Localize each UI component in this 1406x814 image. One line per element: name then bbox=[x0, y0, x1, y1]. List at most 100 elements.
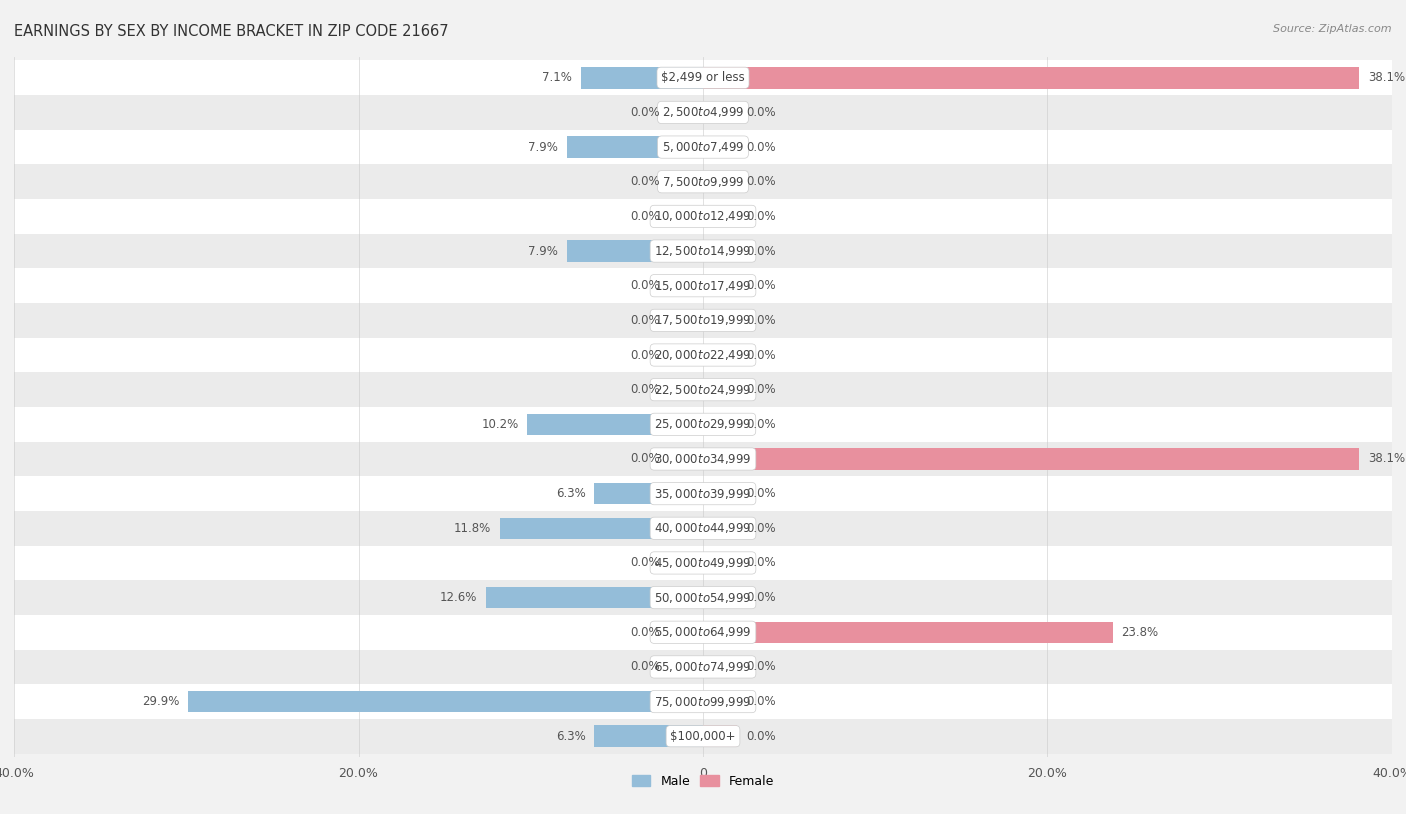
Text: $75,000 to $99,999: $75,000 to $99,999 bbox=[654, 694, 752, 708]
Text: 0.0%: 0.0% bbox=[747, 487, 776, 500]
Bar bbox=[595, 725, 703, 747]
Bar bbox=[14, 338, 1392, 372]
Text: 7.9%: 7.9% bbox=[529, 244, 558, 257]
Bar bbox=[14, 303, 1392, 338]
Bar bbox=[14, 269, 1392, 303]
Text: 10.2%: 10.2% bbox=[481, 418, 519, 431]
Text: 0.0%: 0.0% bbox=[630, 626, 659, 639]
Text: 0.0%: 0.0% bbox=[747, 557, 776, 570]
Text: 0.0%: 0.0% bbox=[747, 591, 776, 604]
Text: $2,499 or less: $2,499 or less bbox=[661, 72, 745, 85]
Text: 6.3%: 6.3% bbox=[557, 487, 586, 500]
Bar bbox=[703, 483, 738, 505]
Bar bbox=[669, 449, 703, 470]
Text: 0.0%: 0.0% bbox=[630, 348, 659, 361]
Text: $35,000 to $39,999: $35,000 to $39,999 bbox=[654, 487, 752, 501]
Bar bbox=[14, 372, 1392, 407]
Text: 7.1%: 7.1% bbox=[543, 72, 572, 85]
Text: $22,500 to $24,999: $22,500 to $24,999 bbox=[654, 383, 752, 396]
Text: 7.9%: 7.9% bbox=[529, 141, 558, 154]
Bar bbox=[14, 164, 1392, 199]
Bar bbox=[703, 309, 738, 331]
Text: EARNINGS BY SEX BY INCOME BRACKET IN ZIP CODE 21667: EARNINGS BY SEX BY INCOME BRACKET IN ZIP… bbox=[14, 24, 449, 39]
Bar bbox=[14, 129, 1392, 164]
Text: 0.0%: 0.0% bbox=[747, 383, 776, 396]
Text: 38.1%: 38.1% bbox=[1368, 72, 1405, 85]
Bar bbox=[669, 171, 703, 192]
Bar bbox=[703, 344, 738, 365]
Legend: Male, Female: Male, Female bbox=[627, 770, 779, 793]
Text: 0.0%: 0.0% bbox=[747, 660, 776, 673]
Bar bbox=[14, 95, 1392, 129]
Text: $7,500 to $9,999: $7,500 to $9,999 bbox=[662, 175, 744, 189]
Text: 0.0%: 0.0% bbox=[747, 175, 776, 188]
Bar bbox=[669, 344, 703, 365]
Bar bbox=[669, 622, 703, 643]
Bar bbox=[188, 691, 703, 712]
Bar bbox=[703, 171, 738, 192]
Bar bbox=[567, 136, 703, 158]
Bar bbox=[14, 580, 1392, 615]
Text: 0.0%: 0.0% bbox=[747, 522, 776, 535]
Text: 0.0%: 0.0% bbox=[747, 106, 776, 119]
Text: 12.6%: 12.6% bbox=[440, 591, 478, 604]
Bar bbox=[14, 60, 1392, 95]
Bar bbox=[581, 67, 703, 89]
Bar bbox=[703, 379, 738, 400]
Text: $25,000 to $29,999: $25,000 to $29,999 bbox=[654, 418, 752, 431]
Text: 0.0%: 0.0% bbox=[630, 660, 659, 673]
Text: 0.0%: 0.0% bbox=[747, 141, 776, 154]
Bar bbox=[14, 511, 1392, 545]
Bar bbox=[703, 275, 738, 296]
Bar bbox=[669, 656, 703, 678]
Text: 0.0%: 0.0% bbox=[747, 244, 776, 257]
Text: 0.0%: 0.0% bbox=[630, 175, 659, 188]
Bar bbox=[703, 691, 738, 712]
Text: 0.0%: 0.0% bbox=[630, 453, 659, 466]
Bar bbox=[14, 476, 1392, 511]
Bar bbox=[669, 309, 703, 331]
Bar bbox=[703, 414, 738, 435]
Bar bbox=[14, 650, 1392, 685]
Bar bbox=[669, 206, 703, 227]
Text: $65,000 to $74,999: $65,000 to $74,999 bbox=[654, 660, 752, 674]
Bar bbox=[703, 622, 1114, 643]
Bar bbox=[669, 102, 703, 123]
Text: Source: ZipAtlas.com: Source: ZipAtlas.com bbox=[1274, 24, 1392, 34]
Text: 0.0%: 0.0% bbox=[747, 279, 776, 292]
Text: 0.0%: 0.0% bbox=[747, 210, 776, 223]
Text: $10,000 to $12,499: $10,000 to $12,499 bbox=[654, 209, 752, 223]
Bar bbox=[703, 552, 738, 574]
Text: 0.0%: 0.0% bbox=[747, 348, 776, 361]
Text: 0.0%: 0.0% bbox=[630, 383, 659, 396]
Bar bbox=[703, 206, 738, 227]
Bar bbox=[14, 545, 1392, 580]
Text: 0.0%: 0.0% bbox=[747, 729, 776, 742]
Bar bbox=[14, 442, 1392, 476]
Text: 0.0%: 0.0% bbox=[630, 314, 659, 327]
Bar bbox=[703, 725, 738, 747]
Bar bbox=[14, 615, 1392, 650]
Text: $55,000 to $64,999: $55,000 to $64,999 bbox=[654, 625, 752, 639]
Bar bbox=[669, 379, 703, 400]
Bar bbox=[703, 67, 1360, 89]
Bar bbox=[669, 552, 703, 574]
Text: $40,000 to $44,999: $40,000 to $44,999 bbox=[654, 521, 752, 536]
Text: 0.0%: 0.0% bbox=[630, 279, 659, 292]
Text: 38.1%: 38.1% bbox=[1368, 453, 1405, 466]
Bar bbox=[703, 449, 1360, 470]
Bar bbox=[703, 240, 738, 262]
Bar bbox=[14, 719, 1392, 754]
Text: $50,000 to $54,999: $50,000 to $54,999 bbox=[654, 591, 752, 605]
Text: 0.0%: 0.0% bbox=[630, 210, 659, 223]
Text: 6.3%: 6.3% bbox=[557, 729, 586, 742]
Bar bbox=[703, 102, 738, 123]
Bar bbox=[703, 136, 738, 158]
Text: 0.0%: 0.0% bbox=[747, 695, 776, 708]
Text: $5,000 to $7,499: $5,000 to $7,499 bbox=[662, 140, 744, 154]
Text: $2,500 to $4,999: $2,500 to $4,999 bbox=[662, 106, 744, 120]
Bar bbox=[499, 518, 703, 539]
Text: $15,000 to $17,499: $15,000 to $17,499 bbox=[654, 278, 752, 293]
Bar bbox=[527, 414, 703, 435]
Bar bbox=[14, 407, 1392, 442]
